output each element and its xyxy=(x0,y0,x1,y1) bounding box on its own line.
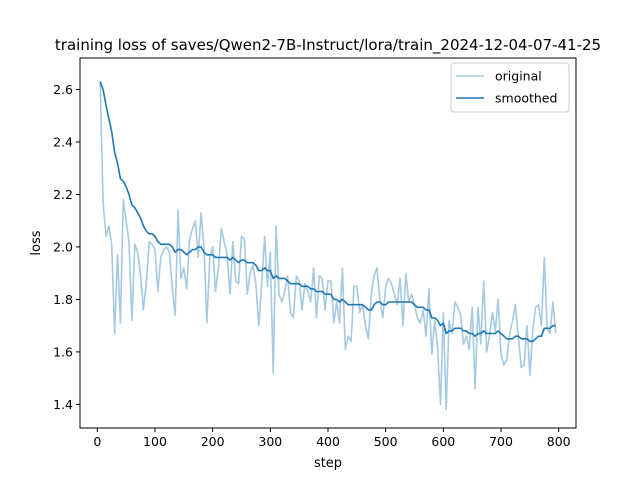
x-tick-label: 200 xyxy=(201,434,225,449)
x-axis-label: step xyxy=(314,456,342,471)
y-tick-label: 1.8 xyxy=(53,292,73,307)
plot-frame xyxy=(79,57,577,429)
x-tick-label: 800 xyxy=(547,434,571,449)
y-tick-label: 1.4 xyxy=(53,397,73,412)
x-tick-label: 600 xyxy=(431,434,455,449)
x-tick-label: 500 xyxy=(374,434,398,449)
series-line-original xyxy=(99,81,557,411)
y-axis-label: loss xyxy=(29,230,44,255)
x-tick-label: 300 xyxy=(258,434,282,449)
x-tick-label: 100 xyxy=(143,434,167,449)
x-tick-label: 700 xyxy=(489,434,513,449)
series-line-smoothed xyxy=(99,81,556,343)
x-tick-label: 400 xyxy=(316,434,340,449)
legend-label-smoothed: smoothed xyxy=(495,91,557,106)
legend: original smoothed xyxy=(450,62,570,113)
y-tick-label: 2.0 xyxy=(53,239,73,254)
legend-label-original: original xyxy=(495,69,542,84)
y-tick-label: 2.6 xyxy=(53,82,73,97)
chart-title: training loss of saves/Qwen2-7B-Instruct… xyxy=(55,36,601,55)
legend-box xyxy=(450,62,570,113)
x-axis-ticks: 0 100 200 300 400 500 600 700 800 xyxy=(93,428,571,449)
y-tick-label: 2.4 xyxy=(53,134,73,149)
y-tick-label: 2.2 xyxy=(53,187,73,202)
y-tick-label: 1.6 xyxy=(53,344,73,359)
y-axis-ticks: 1.4 1.6 1.8 2.0 2.2 2.4 2.6 xyxy=(53,82,80,412)
x-tick-label: 0 xyxy=(93,434,101,449)
series-layer xyxy=(99,81,557,411)
